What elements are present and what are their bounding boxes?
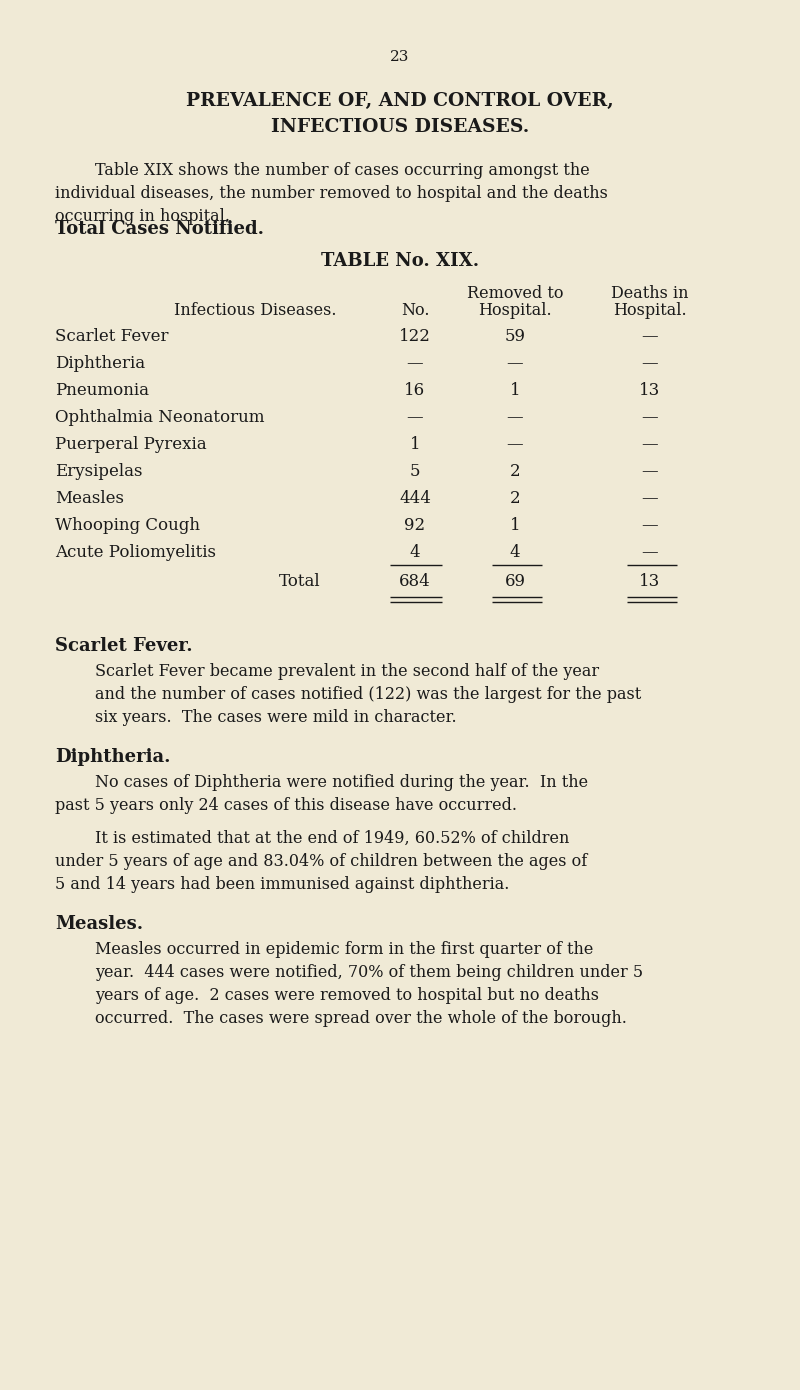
Text: 92: 92: [405, 517, 426, 534]
Text: Removed to: Removed to: [466, 285, 563, 302]
Text: 23: 23: [390, 50, 410, 64]
Text: Whooping Cough: Whooping Cough: [55, 517, 200, 534]
Text: Scarlet Fever.: Scarlet Fever.: [55, 637, 193, 655]
Text: occurred.  The cases were spread over the whole of the borough.: occurred. The cases were spread over the…: [95, 1011, 627, 1027]
Text: —: —: [506, 354, 523, 373]
Text: 684: 684: [399, 573, 431, 589]
Text: Ophthalmia Neonatorum: Ophthalmia Neonatorum: [55, 409, 265, 425]
Text: Total Cases Notified.: Total Cases Notified.: [55, 220, 264, 238]
Text: —: —: [642, 543, 658, 562]
Text: 13: 13: [639, 382, 661, 399]
Text: —: —: [406, 409, 423, 425]
Text: Measles.: Measles.: [55, 915, 143, 933]
Text: 5 and 14 years had been immunised against diphtheria.: 5 and 14 years had been immunised agains…: [55, 876, 510, 892]
Text: Total: Total: [279, 573, 321, 589]
Text: Measles occurred in epidemic form in the first quarter of the: Measles occurred in epidemic form in the…: [95, 941, 594, 958]
Text: —: —: [642, 517, 658, 534]
Text: No.: No.: [401, 302, 430, 318]
Text: It is estimated that at the end of 1949, 60.52% of children: It is estimated that at the end of 1949,…: [95, 830, 570, 847]
Text: —: —: [642, 436, 658, 453]
Text: 1: 1: [510, 517, 520, 534]
Text: 4: 4: [410, 543, 420, 562]
Text: INFECTIOUS DISEASES.: INFECTIOUS DISEASES.: [271, 118, 529, 136]
Text: —: —: [506, 409, 523, 425]
Text: and the number of cases notified (122) was the largest for the past: and the number of cases notified (122) w…: [95, 687, 642, 703]
Text: PREVALENCE OF, AND CONTROL OVER,: PREVALENCE OF, AND CONTROL OVER,: [186, 92, 614, 110]
Text: Pneumonia: Pneumonia: [55, 382, 149, 399]
Text: No cases of Diphtheria were notified during the year.  In the: No cases of Diphtheria were notified dur…: [95, 774, 588, 791]
Text: —: —: [642, 409, 658, 425]
Text: —: —: [406, 354, 423, 373]
Text: 69: 69: [505, 573, 526, 589]
Text: 1: 1: [410, 436, 420, 453]
Text: 4: 4: [510, 543, 520, 562]
Text: Erysipelas: Erysipelas: [55, 463, 142, 480]
Text: past 5 years only 24 cases of this disease have occurred.: past 5 years only 24 cases of this disea…: [55, 796, 517, 815]
Text: 2: 2: [510, 463, 520, 480]
Text: six years.  The cases were mild in character.: six years. The cases were mild in charac…: [95, 709, 457, 726]
Text: 13: 13: [639, 573, 661, 589]
Text: TABLE No. XIX.: TABLE No. XIX.: [321, 252, 479, 270]
Text: 16: 16: [405, 382, 426, 399]
Text: occurring in hospital.: occurring in hospital.: [55, 208, 230, 225]
Text: years of age.  2 cases were removed to hospital but no deaths: years of age. 2 cases were removed to ho…: [95, 987, 599, 1004]
Text: Acute Poliomyelitis: Acute Poliomyelitis: [55, 543, 216, 562]
Text: 59: 59: [505, 328, 526, 345]
Text: 1: 1: [510, 382, 520, 399]
Text: Hospital.: Hospital.: [613, 302, 687, 318]
Text: individual diseases, the number removed to hospital and the deaths: individual diseases, the number removed …: [55, 185, 608, 202]
Text: Table XIX shows the number of cases occurring amongst the: Table XIX shows the number of cases occu…: [95, 163, 590, 179]
Text: year.  444 cases were notified, 70% of them being children under 5: year. 444 cases were notified, 70% of th…: [95, 965, 643, 981]
Text: 122: 122: [399, 328, 431, 345]
Text: —: —: [642, 328, 658, 345]
Text: —: —: [642, 463, 658, 480]
Text: Puerperal Pyrexia: Puerperal Pyrexia: [55, 436, 206, 453]
Text: Diphtheria.: Diphtheria.: [55, 748, 170, 766]
Text: 444: 444: [399, 491, 431, 507]
Text: Hospital.: Hospital.: [478, 302, 552, 318]
Text: —: —: [642, 491, 658, 507]
Text: Scarlet Fever became prevalent in the second half of the year: Scarlet Fever became prevalent in the se…: [95, 663, 599, 680]
Text: 2: 2: [510, 491, 520, 507]
Text: —: —: [642, 354, 658, 373]
Text: under 5 years of age and 83.04% of children between the ages of: under 5 years of age and 83.04% of child…: [55, 853, 587, 870]
Text: 5: 5: [410, 463, 420, 480]
Text: Scarlet Fever: Scarlet Fever: [55, 328, 169, 345]
Text: Diphtheria: Diphtheria: [55, 354, 145, 373]
Text: Infectious Diseases.: Infectious Diseases.: [174, 302, 336, 318]
Text: —: —: [506, 436, 523, 453]
Text: Measles: Measles: [55, 491, 124, 507]
Text: Deaths in: Deaths in: [611, 285, 689, 302]
